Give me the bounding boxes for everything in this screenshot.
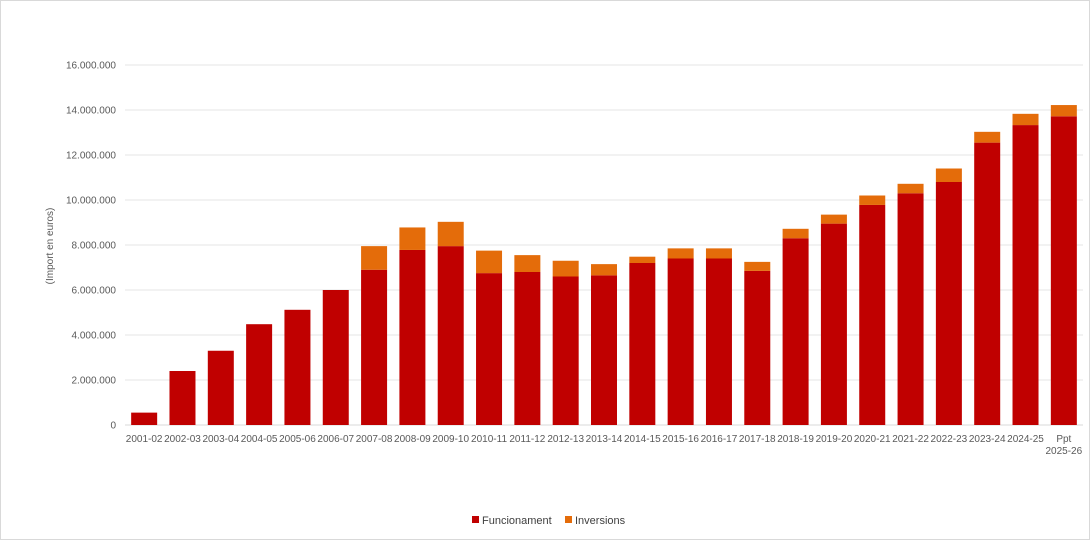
bar-inversions-22 xyxy=(974,131,1001,143)
bars xyxy=(131,105,1077,426)
x-tick-label: 2009-10 xyxy=(432,434,469,445)
bar-funcionament-14 xyxy=(667,258,694,425)
y-tick-label: 2.000.000 xyxy=(72,376,117,387)
bar-inversions-16 xyxy=(744,261,771,271)
bar-funcionament-17 xyxy=(782,238,809,425)
bar-funcionament-18 xyxy=(820,223,847,425)
bar-inversions-8 xyxy=(437,221,464,247)
bar-funcionament-11 xyxy=(552,276,579,425)
x-tick-label: 2014-15 xyxy=(624,434,661,445)
x-tick-label: 2022-23 xyxy=(931,434,968,445)
y-tick-label: 14.000.000 xyxy=(66,106,116,117)
bar-funcionament-22 xyxy=(974,142,1001,425)
legend-swatch-funcionament xyxy=(472,516,479,523)
y-tick-label: 16.000.000 xyxy=(66,61,116,72)
x-tick-label: 2017-18 xyxy=(739,434,776,445)
y-tick-label: 0 xyxy=(110,421,116,432)
bar-funcionament-4 xyxy=(284,309,311,425)
bar-inversions-7 xyxy=(399,227,426,250)
legend: Funcionament Inversions xyxy=(472,515,626,527)
legend-label-inversions: Inversions xyxy=(575,515,626,527)
bar-inversions-11 xyxy=(552,260,579,277)
bar-inversions-10 xyxy=(514,255,541,272)
x-tick-label: Ppt 2025-26 xyxy=(1045,434,1082,457)
bar-funcionament-15 xyxy=(705,258,732,425)
bar-funcionament-5 xyxy=(322,290,349,425)
bar-inversions-19 xyxy=(859,195,886,205)
bar-inversions-20 xyxy=(897,183,924,194)
x-tick-label: 2020-21 xyxy=(854,434,891,445)
bar-funcionament-13 xyxy=(629,263,656,425)
x-tick-label: 2005-06 xyxy=(279,434,316,445)
bar-funcionament-10 xyxy=(514,272,541,425)
bar-funcionament-9 xyxy=(476,273,503,425)
bar-inversions-15 xyxy=(705,248,732,259)
bar-funcionament-1 xyxy=(169,371,196,425)
legend-swatch-inversions xyxy=(565,516,572,523)
bar-funcionament-12 xyxy=(591,275,617,425)
x-tick-label: 2011-12 xyxy=(509,434,545,445)
x-tick-label: 2015-16 xyxy=(662,434,699,445)
legend-label-funcionament: Funcionament xyxy=(482,515,552,527)
bar-inversions-24 xyxy=(1050,105,1077,117)
x-tick-label: 2002-03 xyxy=(164,434,201,445)
y-tick-label: 4.000.000 xyxy=(72,331,117,342)
bar-inversions-23 xyxy=(1012,113,1039,126)
bar-inversions-12 xyxy=(591,264,617,276)
bar-funcionament-7 xyxy=(399,249,426,425)
x-tick-label: 2008-09 xyxy=(394,434,431,445)
x-tick-label: 2013-14 xyxy=(586,434,623,445)
x-tick-label: 2016-17 xyxy=(701,434,738,445)
x-tick-label: 2001-02 xyxy=(126,434,163,445)
bar-funcionament-23 xyxy=(1012,125,1039,425)
x-tick-label: 2004-05 xyxy=(241,434,278,445)
x-tick-label: 2007-08 xyxy=(356,434,393,445)
bar-funcionament-3 xyxy=(246,324,273,425)
bar-inversions-21 xyxy=(935,168,962,182)
y-tick-label: 12.000.000 xyxy=(66,151,116,162)
x-tick-label: 2012-13 xyxy=(547,434,584,445)
x-tick-label: 2018-19 xyxy=(777,434,814,445)
bar-inversions-9 xyxy=(476,250,503,274)
bar-inversions-18 xyxy=(820,214,847,224)
y-axis-label: (Import en euros) xyxy=(45,208,56,285)
y-tick-label: 6.000.000 xyxy=(72,286,117,297)
y-tick-label: 8.000.000 xyxy=(72,241,117,252)
bar-funcionament-21 xyxy=(935,182,962,425)
x-tick-label: 2023-24 xyxy=(969,434,1006,445)
y-axis-ticks: 0 2.000.000 4.000.000 6.000.000 8.000.000 10.… xyxy=(66,61,117,432)
x-tick-label: 2019-20 xyxy=(816,434,853,445)
bar-funcionament-24 xyxy=(1050,116,1077,426)
bar-funcionament-19 xyxy=(859,204,886,425)
bar-funcionament-6 xyxy=(361,269,388,425)
bar-inversions-6 xyxy=(361,246,388,270)
x-tick-label: 2021-22 xyxy=(892,434,929,445)
bar-funcionament-2 xyxy=(207,350,234,425)
x-tick-label: 2024-25 xyxy=(1007,434,1044,445)
bar-inversions-14 xyxy=(667,248,694,259)
x-tick-label: 2006-07 xyxy=(317,434,354,445)
bar-inversions-13 xyxy=(629,256,656,263)
bar-funcionament-16 xyxy=(744,270,771,425)
bar-funcionament-8 xyxy=(437,246,464,425)
x-tick-label: 2010-11 xyxy=(471,434,507,445)
x-tick-label: 2003-04 xyxy=(202,434,239,445)
bar-funcionament-20 xyxy=(897,193,924,425)
y-tick-label: 10.000.000 xyxy=(66,196,116,207)
bar-inversions-17 xyxy=(782,228,809,239)
bar-funcionament-0 xyxy=(131,412,158,425)
x-axis-ticks: 2001-02 2002-03 2003-04 2004-05 2005-06 2006-… xyxy=(126,434,1083,457)
